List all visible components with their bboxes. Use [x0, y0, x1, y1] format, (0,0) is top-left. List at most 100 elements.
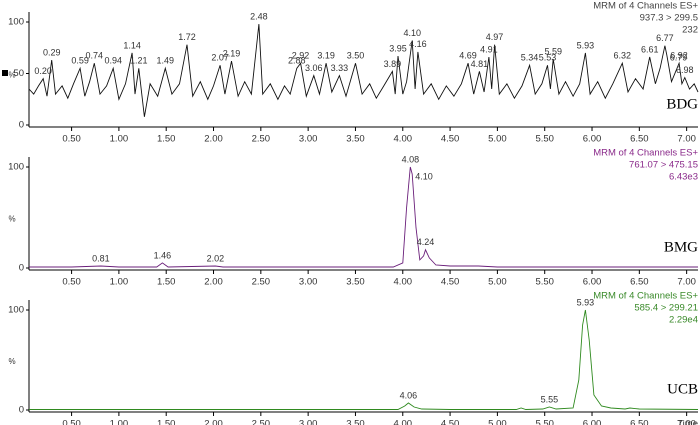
- peak-label: 0.20: [34, 66, 52, 76]
- y-tick-label: 0: [19, 120, 24, 131]
- y-tick-label: 100: [8, 305, 24, 316]
- peak-label: 0.94: [104, 56, 122, 66]
- peak-label: 0.81: [92, 253, 110, 263]
- channel-header: MRM of 4 Channels ES+: [593, 148, 698, 159]
- x-axis-label: Time: [677, 419, 698, 425]
- channel-header: 761.07 > 475.15: [629, 160, 698, 171]
- peak-label: 3.95: [389, 43, 407, 53]
- x-tick-label: 0.50: [62, 134, 81, 145]
- peak-label: 5.59: [544, 46, 562, 56]
- x-tick-label: 2.50: [252, 134, 271, 145]
- peak-label: 6.98: [676, 65, 694, 75]
- peak-label: 2.48: [250, 11, 268, 21]
- channel-header: 937.3 > 299.5: [640, 13, 698, 24]
- peak-label: 4.08: [402, 154, 420, 164]
- trace: [28, 24, 699, 117]
- x-tick-label: 1.00: [110, 134, 129, 145]
- y-axis-label: %: [8, 71, 15, 80]
- x-tick-label: 4.50: [441, 134, 460, 145]
- x-tick-label: 2.00: [204, 134, 223, 145]
- trace: [29, 309, 699, 410]
- peak-label: 4.10: [403, 28, 421, 38]
- x-tick-label: 7.00: [677, 419, 696, 425]
- x-tick-label: 0.50: [62, 419, 81, 425]
- peak-label: 2.19: [223, 49, 241, 59]
- peak-label: 5.53: [539, 53, 557, 63]
- peak-label: 6.61: [641, 44, 659, 54]
- x-tick-label: 6.50: [630, 277, 649, 288]
- x-tick-label: 5.50: [535, 419, 554, 425]
- peak-label: 1.21: [130, 56, 148, 66]
- y-axis-label: %: [8, 215, 15, 224]
- y-axis-label: %: [8, 357, 15, 366]
- peak-label: 2.02: [207, 253, 225, 263]
- marker: [2, 70, 8, 76]
- x-tick-label: 7.00: [677, 277, 696, 288]
- x-tick-label: 4.50: [441, 277, 460, 288]
- y-tick-label: 0: [19, 263, 24, 274]
- peak-label: 4.16: [409, 39, 427, 49]
- channel-header: 232: [682, 25, 698, 36]
- peak-label: 3.19: [317, 51, 335, 61]
- peak-label: 2.88: [288, 56, 306, 66]
- peak-label: 4.97: [486, 32, 504, 42]
- x-tick-label: 4.00: [394, 419, 413, 425]
- x-tick-label: 4.00: [394, 277, 413, 288]
- x-tick-label: 1.50: [157, 134, 176, 145]
- channel-header: 2.29e4: [669, 315, 698, 326]
- y-tick-label: 100: [8, 162, 24, 173]
- peak-label: 0.59: [71, 56, 89, 66]
- x-tick-label: 6.50: [630, 134, 649, 145]
- x-tick-label: 0.50: [62, 277, 81, 288]
- peak-label: 4.06: [400, 390, 418, 400]
- channel-header: 585.4 > 299.21: [634, 303, 698, 314]
- peak-label: 4.81: [471, 59, 489, 69]
- x-tick-label: 1.50: [157, 277, 176, 288]
- peak-label: 4.24: [417, 237, 435, 247]
- x-tick-label: 3.00: [299, 419, 318, 425]
- x-tick-label: 5.50: [535, 277, 554, 288]
- peak-label: 6.32: [614, 51, 632, 61]
- sample-label: BDG: [666, 96, 698, 112]
- peak-label: 3.89: [384, 59, 402, 69]
- peak-label: 4.10: [415, 171, 433, 181]
- peak-label: 0.29: [43, 47, 61, 57]
- x-tick-label: 7.00: [677, 134, 696, 145]
- x-tick-label: 5.00: [488, 277, 507, 288]
- x-tick-label: 3.50: [346, 277, 365, 288]
- y-tick-label: 100: [8, 17, 24, 28]
- x-tick-label: 5.50: [535, 134, 554, 145]
- peak-label: 4.91: [480, 44, 498, 54]
- channel-header: MRM of 4 Channels ES+: [593, 1, 698, 12]
- peak-label: 3.06: [305, 63, 323, 73]
- x-tick-label: 3.50: [346, 419, 365, 425]
- peak-label: 5.93: [577, 40, 595, 50]
- x-tick-label: 6.00: [583, 419, 602, 425]
- peak-label: 5.34: [521, 53, 539, 63]
- sample-label: UCB: [667, 381, 698, 397]
- y-tick-label: 50: [13, 68, 24, 79]
- x-tick-label: 5.00: [488, 419, 507, 425]
- peak-label: 3.33: [331, 63, 349, 73]
- x-tick-label: 2.00: [204, 419, 223, 425]
- peak-label: 4.69: [459, 51, 477, 61]
- x-tick-label: 4.00: [394, 134, 413, 145]
- x-tick-label: 1.00: [110, 277, 129, 288]
- x-tick-label: 2.50: [252, 277, 271, 288]
- peak-label: 5.93: [577, 297, 595, 307]
- sample-label: BMG: [664, 239, 698, 255]
- peak-label: 1.14: [123, 40, 141, 50]
- channel-header: MRM of 4 Channels ES+: [593, 291, 698, 302]
- x-tick-label: 2.50: [252, 419, 271, 425]
- peak-label: 1.49: [156, 56, 174, 66]
- peak-label: 5.55: [541, 394, 559, 404]
- x-tick-label: 5.00: [488, 134, 507, 145]
- peak-label: 1.46: [154, 250, 172, 260]
- peak-label: 2.92: [292, 51, 310, 61]
- trace: [29, 166, 698, 268]
- x-tick-label: 6.00: [583, 277, 602, 288]
- peak-label: 6.92: [670, 51, 688, 61]
- x-tick-label: 3.00: [299, 277, 318, 288]
